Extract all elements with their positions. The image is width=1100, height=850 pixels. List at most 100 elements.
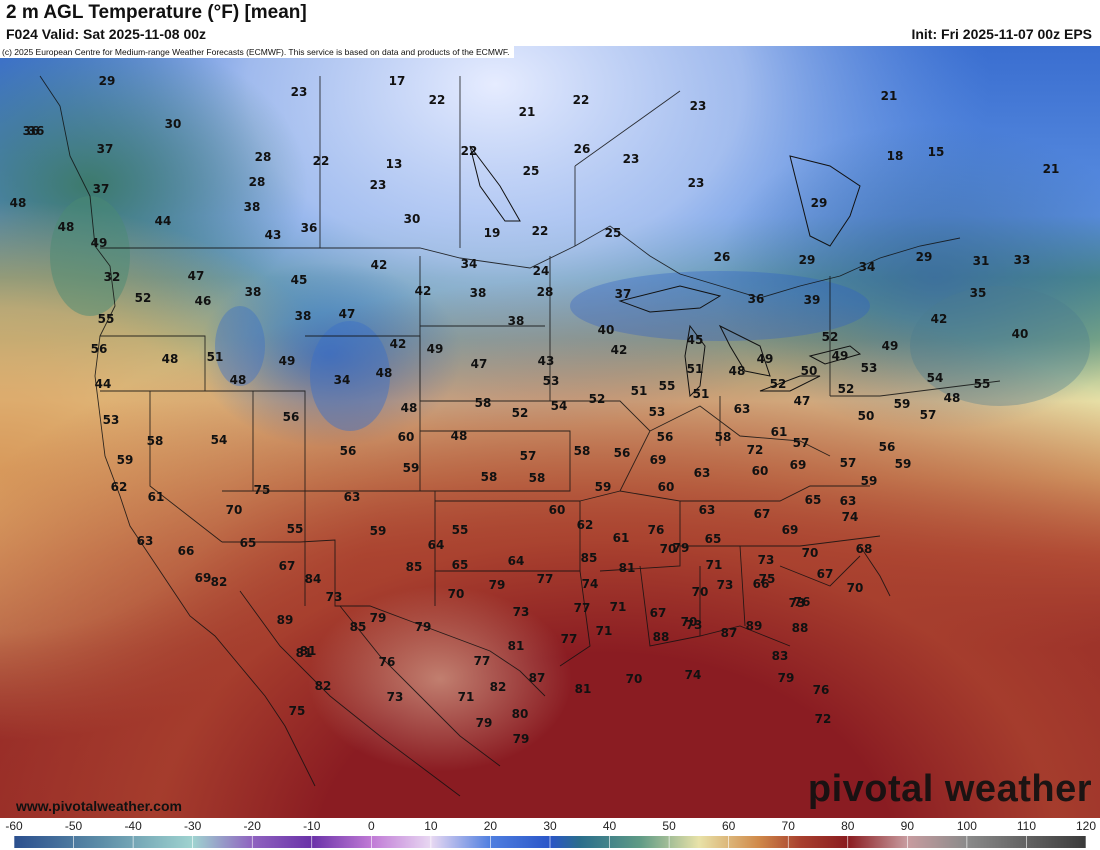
temperature-value: 56	[614, 446, 631, 460]
temperature-value: 63	[344, 490, 361, 504]
temperature-value: 26	[714, 250, 731, 264]
temperature-value: 13	[386, 157, 403, 171]
temperature-value: 72	[747, 443, 764, 457]
temperature-value: 29	[916, 250, 933, 264]
temperature-value: 77	[574, 601, 591, 615]
temperature-value: 74	[842, 510, 859, 524]
temperature-value: 79	[370, 611, 387, 625]
temperature-value: 74	[582, 577, 599, 591]
temperature-value: 58	[147, 434, 164, 448]
temperature-value: 48	[58, 220, 75, 234]
temperature-value: 47	[794, 394, 811, 408]
map-canvas[interactable]: 29 17 23 22 21 22 30 36 28 22 13 22 26 23 23 21 36 37 28 25…	[0, 46, 1100, 818]
temperature-value: 62	[111, 480, 128, 494]
temperature-value: 51	[207, 350, 224, 364]
temperature-value: 48	[401, 401, 418, 415]
colorbar-tick-label: 60	[721, 819, 736, 833]
temperature-value: 57	[920, 408, 937, 422]
temperature-value: 63	[137, 534, 154, 548]
temperature-value: 75	[289, 704, 306, 718]
colorbar-tick-label: 30	[543, 819, 557, 833]
temperature-value: 76	[794, 595, 811, 609]
map-header: 2 m AGL Temperature (°F) [mean] F024 Val…	[0, 0, 1100, 46]
website-link[interactable]: www.pivotalweather.com	[16, 798, 182, 814]
temperature-value: 89	[746, 619, 763, 633]
colorbar-tick-label: 80	[841, 819, 855, 833]
temperature-value: 34	[461, 257, 478, 271]
temperature-value: 42	[371, 258, 388, 272]
colorbar-tick-label: 70	[781, 819, 795, 833]
temperature-value: 73	[789, 596, 806, 610]
colorbar-tick-label: 90	[900, 819, 915, 833]
temperature-map[interactable]: 29 17 23 22 21 22 30 36 28 22 13 22 26 23 23 21 36 37 28 25…	[0, 46, 1100, 818]
temperature-value: 48	[451, 429, 468, 443]
temperature-value: 83	[772, 649, 789, 663]
temperature-value: 73	[717, 578, 734, 592]
temperature-value: 58	[481, 470, 498, 484]
temperature-value: 56	[657, 430, 674, 444]
temperature-value: 59	[403, 461, 420, 475]
temperature-value: 44	[95, 377, 112, 391]
temperature-value: 23	[623, 152, 640, 166]
temperature-value: 48	[729, 364, 746, 378]
temperature-value: 22	[429, 93, 446, 107]
temperature-value: 53	[543, 374, 560, 388]
temperature-value: 42	[931, 312, 948, 326]
temperature-value: 49	[91, 236, 108, 250]
temperature-value: 63	[734, 402, 751, 416]
temperature-value: 64	[508, 554, 525, 568]
colorbar-tick-label: 100	[956, 819, 977, 833]
temperature-value: 62	[577, 518, 594, 532]
temperature-value: 73	[513, 605, 530, 619]
temperature-value: 53	[649, 405, 666, 419]
temperature-value: 38	[245, 285, 262, 299]
temperature-value: 54	[551, 399, 568, 413]
temperature-value: 37	[97, 142, 114, 156]
temperature-value: 42	[415, 284, 432, 298]
temperature-value: 36	[748, 292, 765, 306]
temperature-value: 61	[148, 490, 165, 504]
temperature-value: 77	[561, 632, 578, 646]
brand-logo: pivotal weather	[807, 768, 1092, 810]
temperature-value: 52	[135, 291, 152, 305]
temperature-value: 69	[790, 458, 807, 472]
temperature-value: 23	[688, 176, 705, 190]
temperature-field	[0, 46, 1100, 818]
colorbar-tick-label: 20	[483, 819, 498, 833]
temperature-value: 33	[1014, 253, 1031, 267]
temperature-value: 49	[427, 342, 444, 356]
temperature-value: 77	[537, 572, 554, 586]
temperature-value: 67	[650, 606, 667, 620]
temperature-value: 79	[673, 541, 690, 555]
temperature-value: 40	[1012, 327, 1029, 341]
colorbar-ticks: -60 -50 -40 -30 -20 -10 0 10 20 30 40 50 60 70 80 90 100…	[0, 818, 1100, 834]
colorbar-tick-label: 0	[367, 819, 375, 833]
temperature-value: 88	[792, 621, 809, 635]
temperature-value: 31	[973, 254, 990, 268]
temperature-value: 40	[598, 323, 615, 337]
temperature-value: 29	[799, 253, 816, 267]
temperature-value: 54	[927, 371, 944, 385]
temperature-value: 47	[339, 307, 356, 321]
temperature-value: 51	[693, 387, 710, 401]
temperature-value: 69	[195, 571, 212, 585]
temperature-value: 37	[93, 182, 110, 196]
temperature-value: 79	[489, 578, 506, 592]
temperature-value: 58	[715, 430, 732, 444]
temperature-value: 67	[817, 567, 834, 581]
temperature-value: 45	[687, 333, 704, 347]
temperature-value: 59	[595, 480, 612, 494]
temperature-value: 59	[370, 524, 387, 538]
temperature-value: 47	[188, 269, 205, 283]
temperature-value: 48	[944, 391, 961, 405]
temperature-value: 75	[759, 572, 776, 586]
temperature-value: 43	[265, 228, 282, 242]
temperature-value: 39	[804, 293, 821, 307]
colorbar-tick-label: 10	[424, 819, 438, 833]
temperature-value: 52	[822, 330, 839, 344]
temperature-value: 51	[631, 384, 648, 398]
temperature-value: 63	[694, 466, 711, 480]
temperature-value: 79	[513, 732, 530, 746]
data-credit: (c) 2025 European Centre for Medium-rang…	[0, 46, 514, 58]
temperature-value: 73	[387, 690, 404, 704]
